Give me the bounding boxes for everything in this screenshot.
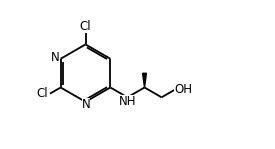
Text: N: N [51,51,60,64]
Polygon shape [143,73,146,87]
Text: N: N [82,98,90,111]
Text: OH: OH [174,83,192,96]
Text: Cl: Cl [37,87,48,100]
Text: Cl: Cl [80,20,91,33]
Text: NH: NH [119,95,136,108]
